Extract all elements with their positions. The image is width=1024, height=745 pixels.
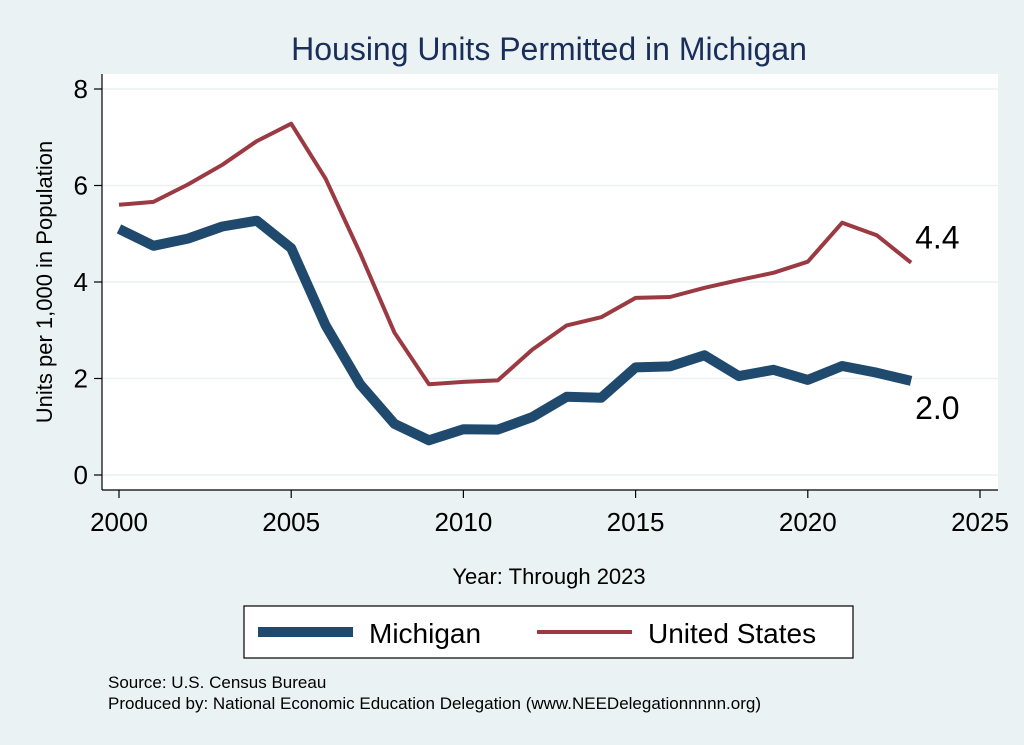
end-labels: 2.0 4.4 [915,220,959,426]
y-tick-label: 8 [74,74,88,104]
produced-by-note: Produced by: National Economic Education… [108,694,761,713]
y-axis: 0 2 4 6 8 [74,74,103,490]
legend-label-michigan: Michigan [369,618,481,649]
x-tick-label: 2015 [607,507,665,537]
chart-title: Housing Units Permitted in Michigan [291,31,807,67]
end-label-michigan: 2.0 [915,390,959,426]
series-line-michigan [116,215,913,446]
x-tick-label: 2010 [434,507,492,537]
x-tick-label: 2005 [262,507,320,537]
x-axis-label: Year: Through 2023 [452,564,645,589]
y-axis-label: Units per 1,000 in Population [32,141,57,424]
y-tick-label: 0 [74,460,88,490]
x-axis: 2000 2005 2010 2015 2020 2025 [90,489,1009,537]
x-tick-label: 2000 [90,507,148,537]
legend-label-united-states: United States [648,618,816,649]
series-lines [116,121,913,446]
legend: Michigan United States [243,605,854,659]
gridlines [102,88,998,476]
y-tick-label: 4 [74,267,88,297]
end-label-united-states: 4.4 [915,220,959,256]
series-line-united-states [118,121,913,387]
y-tick-label: 6 [74,171,88,201]
source-note: Source: U.S. Census Bureau [108,673,326,692]
y-tick-label: 2 [74,364,88,394]
x-tick-label: 2025 [951,507,1009,537]
x-tick-label: 2020 [779,507,837,537]
